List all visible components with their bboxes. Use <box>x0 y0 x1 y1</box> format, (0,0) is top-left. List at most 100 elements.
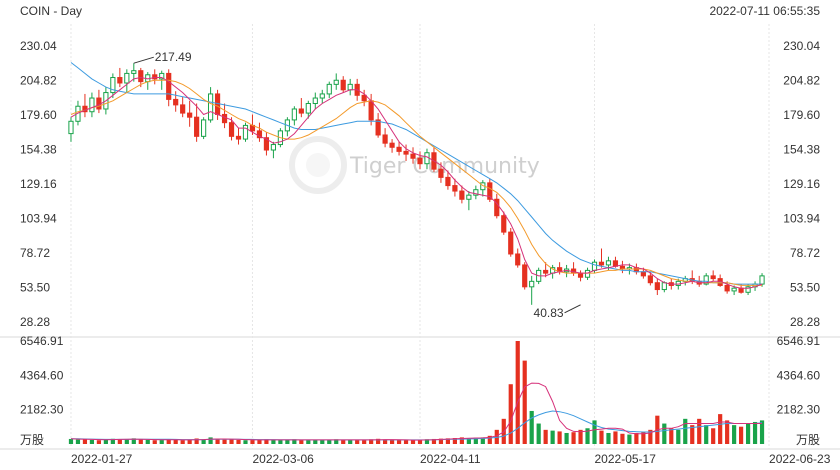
volume-bar <box>313 440 318 444</box>
candle-body <box>494 198 500 217</box>
candle-body <box>654 282 660 291</box>
candle-body <box>508 231 514 255</box>
volume-bar <box>264 439 269 444</box>
volume-bar <box>522 360 527 444</box>
volume-unit-right: 万股 <box>796 433 820 447</box>
volume-bar <box>599 430 604 444</box>
volume-axis-right: 6546.91 4364.60 2182.30 万股 <box>777 334 821 447</box>
price-tick-right: 204.82 <box>783 74 820 88</box>
candle-body <box>375 119 381 136</box>
low-annotation-leader <box>564 304 581 314</box>
candle-body <box>396 146 402 152</box>
candle-body <box>124 72 130 84</box>
high-annotation-label: 217.49 <box>155 50 192 64</box>
candle-body <box>459 190 465 200</box>
candle-body <box>501 215 507 233</box>
volume-bar <box>257 439 262 444</box>
ma-long-line <box>70 62 762 285</box>
volume-bar <box>543 429 548 444</box>
volume-bar <box>459 437 464 444</box>
candle-body <box>201 119 207 137</box>
volume-bar <box>417 439 423 444</box>
candle-body <box>591 261 598 271</box>
volume-bar <box>445 438 451 444</box>
candle-body <box>75 105 81 122</box>
volume-bar <box>68 438 74 444</box>
candle-body <box>417 157 423 165</box>
date-tick-label: 2022-01-27 <box>71 452 133 466</box>
volume-bar <box>208 437 213 444</box>
date-tick-label: 2022-03-06 <box>252 452 314 466</box>
high-annotation-leader <box>133 56 154 64</box>
candle-body <box>487 182 493 200</box>
volume-bar <box>383 439 388 444</box>
price-axis-left: 230.04 204.82 179.60 154.38 129.16 103.94 78.7… <box>20 39 57 329</box>
candle-body <box>305 103 311 114</box>
candle-body <box>382 134 388 144</box>
candle-body <box>110 77 116 94</box>
volume-bar <box>173 439 178 444</box>
price-tick-left: 103.94 <box>20 212 57 226</box>
candle-body <box>598 261 605 266</box>
candle-body <box>710 275 716 280</box>
volume-bar <box>348 440 353 444</box>
candle-body <box>466 194 472 200</box>
volume-bar <box>557 431 562 444</box>
volume-bar <box>718 414 723 444</box>
volume-bar <box>438 438 444 444</box>
grid-lines <box>0 24 840 450</box>
low-annotation-label: 40.83 <box>534 306 564 320</box>
moving-average-lines <box>70 62 763 289</box>
volume-bar <box>271 439 276 444</box>
volume-bar <box>564 432 569 444</box>
watermark-text: Tiger Community <box>349 154 540 179</box>
candle-body <box>298 108 304 114</box>
volume-bar <box>96 440 101 444</box>
price-tick-left: 53.50 <box>20 281 50 295</box>
volume-bar <box>124 439 129 444</box>
candle-body <box>438 168 444 178</box>
price-tick-right: 78.72 <box>790 246 820 260</box>
price-tick-left: 78.72 <box>20 246 50 260</box>
volume-bar <box>634 432 639 444</box>
volume-bar <box>152 440 157 444</box>
volume-bar <box>320 439 325 444</box>
date-tick-label: 2022-04-11 <box>420 452 481 466</box>
volume-bar <box>431 438 437 444</box>
volume-bar <box>292 439 297 444</box>
watermark-logo-inner-icon <box>306 153 330 177</box>
price-tick-right: 154.38 <box>783 143 820 157</box>
volume-tick-right: 6546.91 <box>777 334 821 348</box>
volume-bar <box>480 437 485 444</box>
volume-ma-short-line <box>70 382 762 441</box>
volume-bar <box>299 440 304 444</box>
ma-short-line <box>70 76 763 289</box>
price-tick-right: 179.60 <box>783 108 820 122</box>
candle-body <box>515 253 521 266</box>
candle-body <box>138 70 144 83</box>
volume-bar <box>355 440 360 444</box>
candle-body <box>270 144 277 151</box>
volume-bar <box>424 439 430 444</box>
date-tick-label: 2022-05-17 <box>595 452 657 466</box>
candle-body <box>445 176 451 187</box>
volume-average-lines <box>70 382 763 441</box>
volume-bar <box>285 439 290 444</box>
candle-body <box>159 72 165 80</box>
volume-bar <box>627 434 632 444</box>
volume-bar <box>697 418 702 444</box>
candle-body <box>228 122 235 137</box>
candle-body <box>473 189 479 196</box>
volume-bar <box>648 429 653 444</box>
volume-bar <box>585 428 590 444</box>
volume-bar <box>452 438 457 444</box>
price-tick-left: 129.16 <box>20 177 57 191</box>
candle-body <box>68 120 74 135</box>
volume-bar <box>571 432 576 444</box>
volume-bar <box>403 440 409 444</box>
volume-bar <box>662 423 667 444</box>
candle-body <box>661 282 667 291</box>
candle-body <box>640 271 646 277</box>
volume-bar <box>201 439 206 444</box>
